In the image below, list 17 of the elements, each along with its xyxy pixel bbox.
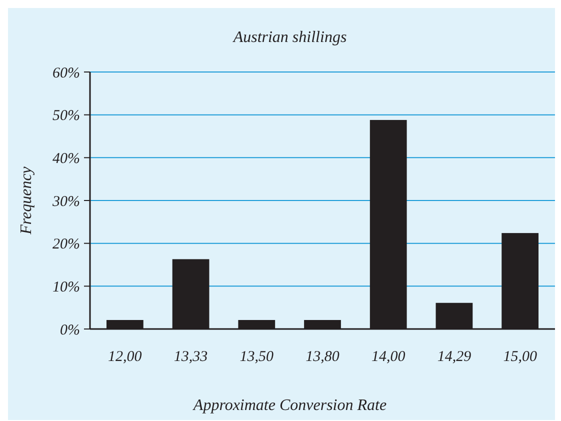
chart-title: Austrian shillings [232, 29, 347, 46]
y-tick-label: 60% [52, 65, 80, 82]
x-tick-label: 13,50 [240, 349, 274, 365]
x-axis-title: Approximate Conversion Rate [192, 397, 387, 414]
x-tick-label: 12,00 [108, 349, 142, 365]
y-axis-title: Frequency [18, 166, 35, 236]
y-tick-label: 50% [52, 108, 80, 124]
y-tick-label: 10% [52, 279, 80, 296]
x-tick-label: 13,80 [306, 349, 340, 365]
y-tick-label: 0% [60, 322, 80, 338]
x-tick-label: 14,00 [371, 349, 406, 365]
x-tick-label: 13,33 [174, 349, 208, 365]
y-tick-label: 40% [52, 150, 80, 167]
x-tick-label: 15,00 [503, 349, 538, 365]
y-tick-label: 30% [52, 194, 80, 210]
y-tick-label: 20% [52, 236, 80, 253]
x-tick-label: 14,29 [437, 349, 472, 365]
